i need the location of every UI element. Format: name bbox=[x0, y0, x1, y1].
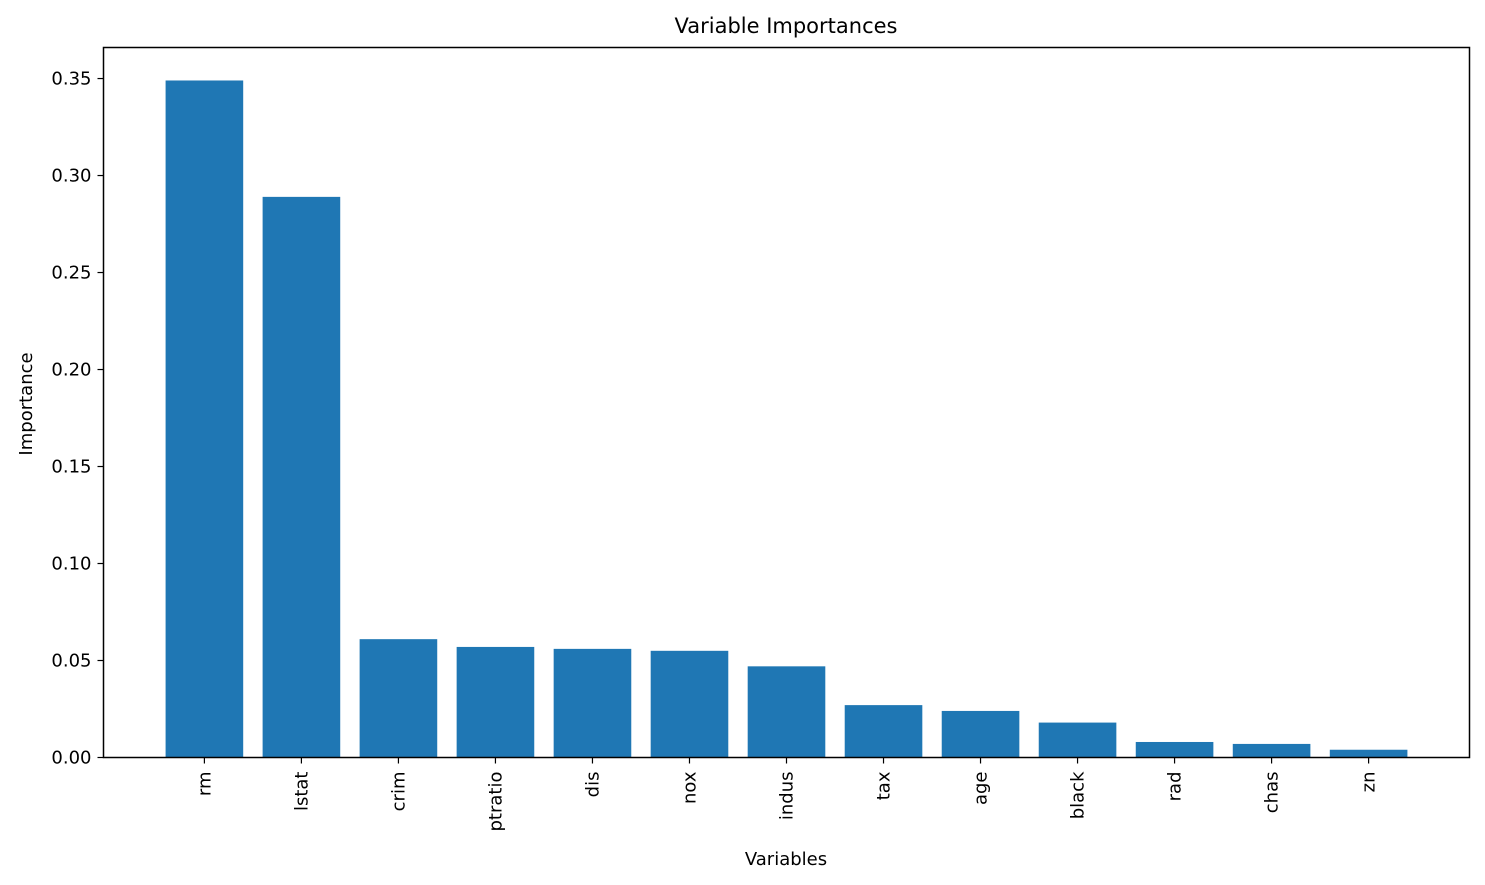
x-tick-label: zn bbox=[1359, 772, 1380, 793]
y-tick-label: 0.25 bbox=[51, 263, 91, 284]
bar-chas bbox=[1232, 743, 1311, 758]
bar-rad bbox=[1135, 741, 1214, 758]
chart-title: Variable Importances bbox=[675, 14, 898, 38]
bar-ptratio bbox=[456, 646, 535, 758]
plot-area-frame bbox=[102, 46, 1471, 759]
x-tick-label: indus bbox=[777, 772, 798, 821]
x-axis-label: Variables bbox=[745, 849, 827, 870]
y-axis-ticks: 0.00 0.05 0.10 0.15 0.20 0.25 0.30 0.35 bbox=[51, 69, 104, 769]
y-tick-label: 0.05 bbox=[51, 651, 91, 672]
y-tick-label: 0.10 bbox=[51, 554, 91, 575]
y-tick-label: 0.00 bbox=[51, 748, 91, 769]
x-tick-label: chas bbox=[1262, 772, 1283, 814]
y-tick-label: 0.20 bbox=[51, 360, 91, 381]
y-tick-label: 0.35 bbox=[51, 69, 91, 90]
y-tick-label: 0.30 bbox=[51, 166, 91, 187]
y-axis-label: Importance bbox=[16, 352, 37, 455]
x-tick-label: black bbox=[1068, 771, 1089, 819]
x-tick-label: lstat bbox=[291, 772, 312, 812]
bar-zn bbox=[1329, 749, 1408, 758]
x-tick-label: rm bbox=[194, 772, 215, 797]
x-tick-label: rad bbox=[1165, 772, 1186, 802]
bar-crim bbox=[359, 639, 438, 758]
y-tick-label: 0.15 bbox=[51, 457, 91, 478]
bar-nox bbox=[650, 650, 729, 758]
bar-tax bbox=[844, 705, 923, 758]
bars bbox=[165, 80, 1408, 758]
bar-indus bbox=[747, 666, 826, 758]
x-tick-label: tax bbox=[874, 771, 895, 800]
x-tick-label: ptratio bbox=[485, 772, 506, 832]
x-axis-ticks: rm lstat crim ptratio dis nox indus tax age black… bbox=[194, 757, 1380, 832]
bar-age bbox=[941, 710, 1020, 758]
bar-black bbox=[1038, 722, 1117, 758]
x-tick-label: nox bbox=[679, 771, 700, 804]
bar-lstat bbox=[262, 196, 341, 758]
x-tick-label: dis bbox=[582, 772, 603, 798]
bar-rm bbox=[165, 80, 244, 758]
x-tick-label: age bbox=[971, 772, 992, 806]
bar-dis bbox=[553, 648, 632, 758]
x-tick-label: crim bbox=[388, 772, 409, 812]
